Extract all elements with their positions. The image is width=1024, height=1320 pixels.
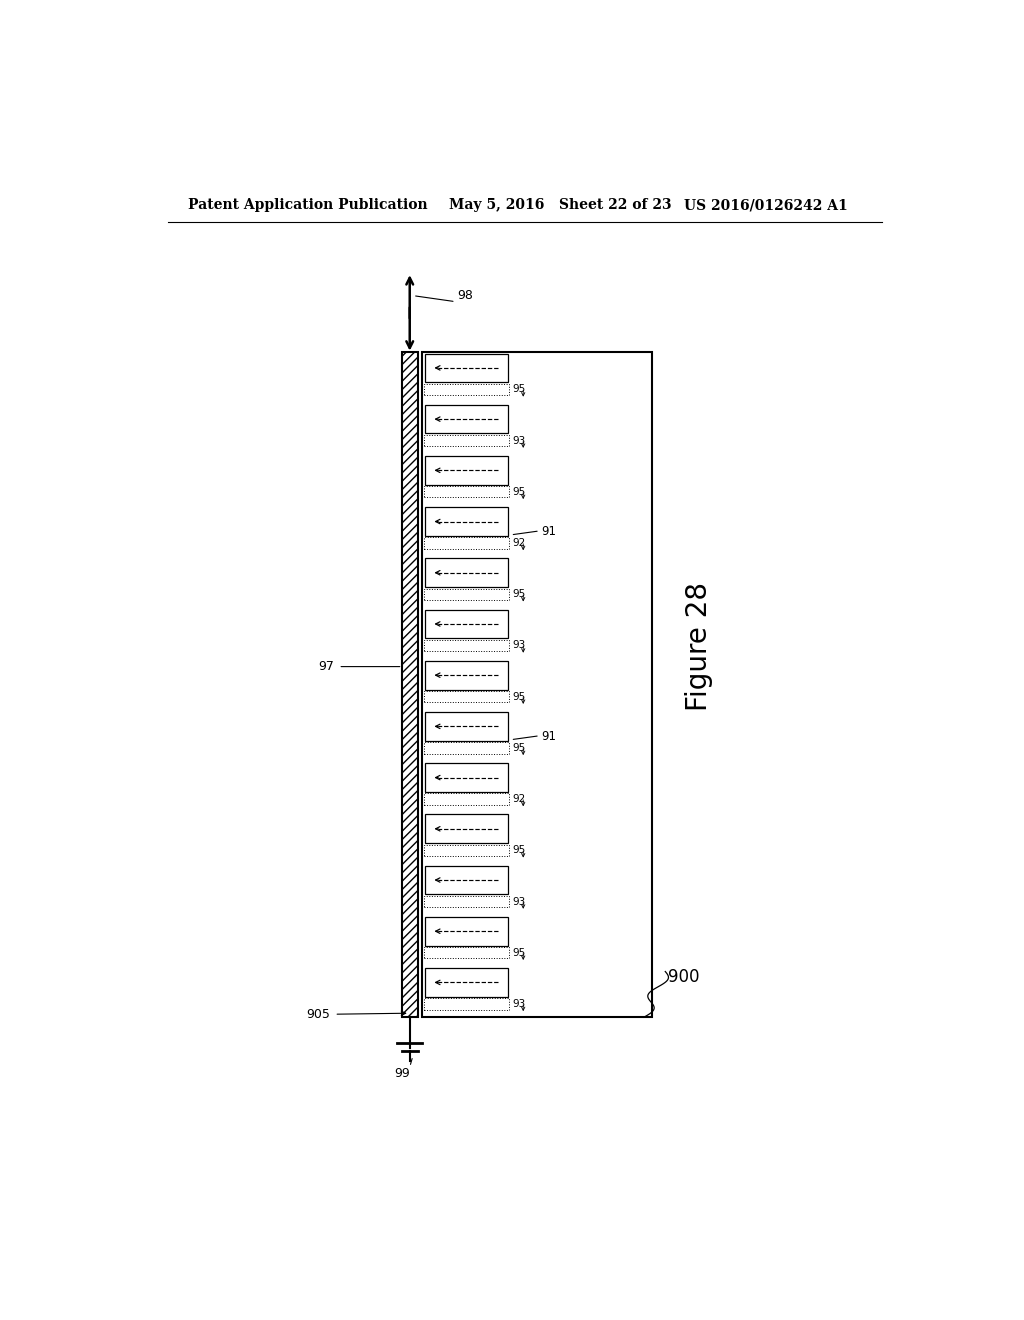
Text: US 2016/0126242 A1: US 2016/0126242 A1 — [684, 198, 847, 213]
Text: 95: 95 — [512, 487, 525, 496]
Bar — [424, 692, 509, 702]
Text: 93: 93 — [512, 640, 525, 651]
Bar — [425, 661, 508, 689]
Bar — [401, 351, 418, 1018]
Bar — [425, 455, 508, 484]
Text: 95: 95 — [512, 743, 525, 752]
Text: 92: 92 — [512, 539, 525, 548]
Text: 91: 91 — [542, 525, 556, 539]
Bar — [425, 354, 508, 383]
Bar — [424, 436, 509, 446]
Bar — [424, 896, 509, 907]
Text: 95: 95 — [512, 845, 525, 855]
Text: 92: 92 — [512, 795, 525, 804]
Bar — [422, 351, 652, 1018]
Text: 95: 95 — [512, 692, 525, 702]
Bar — [425, 968, 508, 997]
Text: 95: 95 — [512, 948, 525, 958]
Bar — [425, 814, 508, 843]
Text: 93: 93 — [512, 896, 525, 907]
Bar — [424, 486, 509, 498]
Bar — [425, 763, 508, 792]
Text: 905: 905 — [306, 1007, 331, 1020]
Bar — [424, 640, 509, 651]
Text: 97: 97 — [318, 660, 334, 673]
Bar — [425, 711, 508, 741]
Text: 900: 900 — [668, 968, 699, 986]
Text: 99: 99 — [394, 1067, 410, 1080]
Bar — [425, 507, 508, 536]
Bar — [424, 845, 509, 855]
Text: 93: 93 — [512, 436, 525, 446]
Bar — [424, 589, 509, 599]
Bar — [424, 742, 509, 754]
Bar — [424, 793, 509, 805]
Bar — [424, 537, 509, 549]
Text: 93: 93 — [512, 999, 525, 1008]
Text: Figure 28: Figure 28 — [685, 582, 714, 710]
Bar — [424, 946, 509, 958]
Text: 95: 95 — [512, 384, 525, 395]
Text: 98: 98 — [458, 289, 473, 302]
Bar — [425, 405, 508, 433]
Bar — [424, 998, 509, 1010]
Bar — [425, 610, 508, 639]
Text: May 5, 2016   Sheet 22 of 23: May 5, 2016 Sheet 22 of 23 — [450, 198, 672, 213]
Text: 91: 91 — [542, 730, 556, 743]
Text: Patent Application Publication: Patent Application Publication — [187, 198, 427, 213]
Bar — [424, 384, 509, 395]
Text: 95: 95 — [512, 589, 525, 599]
Bar — [425, 558, 508, 587]
Bar — [425, 866, 508, 895]
Bar — [425, 917, 508, 945]
